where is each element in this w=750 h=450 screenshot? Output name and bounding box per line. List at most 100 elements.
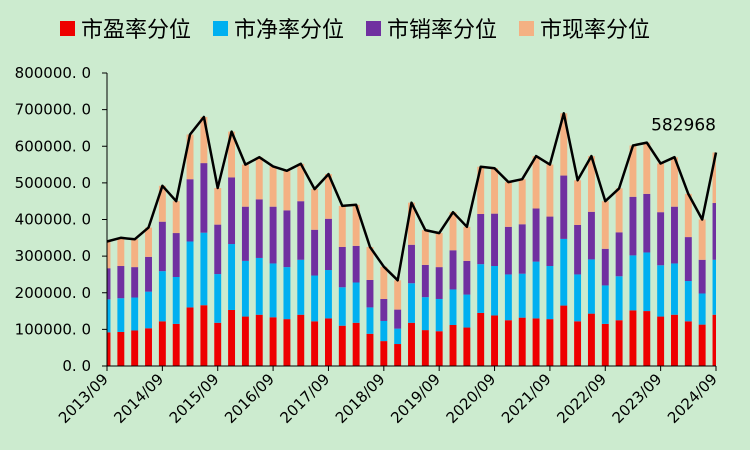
bar-segment-s0-25 — [449, 324, 457, 366]
bar-segment-s1-9 — [228, 244, 236, 310]
bar-segment-s0-33 — [560, 305, 568, 366]
bar-segment-s3-39 — [643, 142, 651, 194]
bar-segment-s3-18 — [352, 204, 360, 246]
y-tick-label-0: 0. 0 — [62, 357, 91, 375]
bar-segment-s1-38 — [629, 255, 637, 311]
x-tick-label-2: 2015/09 — [166, 370, 223, 427]
bar-segment-s2-10 — [241, 206, 249, 261]
total-line — [106, 112, 718, 282]
bar-segment-s2-36 — [601, 248, 609, 286]
bar-segment-s2-2 — [131, 267, 139, 298]
bar-segment-s3-3 — [145, 227, 152, 257]
bar-segment-s0-3 — [145, 328, 152, 366]
bar-segment-s2-18 — [352, 245, 360, 283]
x-tick-label-3: 2016/09 — [221, 370, 278, 427]
bar-segment-s1-7 — [200, 232, 208, 306]
legend-label-ps: 市销率分位 — [387, 18, 498, 43]
last-value-annotation: 582968 — [651, 115, 716, 135]
bar-segment-s1-10 — [241, 260, 249, 317]
bar-segment-s1-4 — [158, 271, 166, 322]
legend-label-pe: 市盈率分位 — [81, 18, 192, 43]
bar-segment-s1-29 — [504, 274, 512, 321]
bar-segment-s1-28 — [491, 266, 499, 316]
legend-item-pe: 市盈率分位 — [60, 12, 191, 44]
bar-segment-s1-27 — [477, 264, 485, 313]
bar-segment-s3-26 — [463, 226, 471, 261]
bar-segment-s3-33 — [560, 113, 568, 176]
bar-segment-s2-35 — [587, 211, 595, 260]
bar-segment-s2-24 — [435, 267, 443, 299]
bar-segment-s1-17 — [338, 287, 346, 326]
bar-segment-s2-32 — [546, 216, 554, 267]
bar-segment-s1-19 — [366, 307, 374, 334]
bar-segment-s0-32 — [546, 319, 554, 366]
x-tick-label-7: 2020/09 — [443, 370, 500, 427]
bar-segment-s2-42 — [684, 237, 692, 282]
bar-segment-s0-5 — [172, 323, 180, 366]
bar-segment-s1-3 — [145, 291, 152, 329]
x-tick-label-9: 2022/09 — [553, 370, 610, 427]
bar-segment-s2-39 — [643, 193, 651, 253]
bar-segment-s1-33 — [560, 238, 568, 306]
bar-segment-s1-34 — [574, 274, 582, 322]
bar-segment-s3-40 — [657, 163, 665, 213]
bar-segment-s3-14 — [297, 163, 305, 202]
bar-segment-s2-13 — [283, 210, 291, 268]
bar-segment-s3-9 — [228, 131, 236, 178]
bar-segment-s1-18 — [352, 282, 360, 323]
bar-segment-s3-38 — [629, 145, 637, 197]
bar-segment-s1-37 — [615, 276, 623, 321]
bar-segment-s2-33 — [560, 175, 568, 239]
bar-segment-s0-27 — [477, 312, 485, 366]
bar-segment-s0-26 — [463, 327, 471, 366]
bar-segment-s2-4 — [158, 221, 166, 272]
bar-segment-s0-24 — [435, 331, 443, 366]
bar-segment-s0-34 — [574, 321, 582, 366]
y-tick-label-8: 800000. 0 — [15, 64, 91, 82]
legend-item-pb: 市净率分位 — [213, 12, 344, 44]
bar-segment-s0-42 — [684, 321, 692, 366]
bar-segment-s1-5 — [172, 277, 180, 324]
bar-segment-s2-37 — [615, 232, 623, 277]
bar-segment-s3-43 — [698, 219, 706, 260]
bar-segment-s1-31 — [532, 261, 540, 319]
bar-segment-s0-16 — [324, 318, 332, 366]
bar-segment-s3-41 — [671, 157, 678, 207]
bar-segment-s2-29 — [504, 226, 512, 275]
bar-segment-s0-43 — [698, 324, 706, 366]
bar-segment-s0-20 — [380, 341, 388, 366]
bar-segment-s0-30 — [518, 317, 526, 366]
bar-segment-s0-39 — [643, 311, 651, 366]
x-tick-label-4: 2017/09 — [276, 370, 333, 427]
bar-segment-s2-11 — [255, 199, 263, 258]
bar-segment-s0-13 — [283, 319, 291, 366]
bar-segment-s2-41 — [671, 206, 678, 264]
x-tick-label-5: 2018/09 — [332, 370, 389, 427]
bar-segment-s1-13 — [283, 267, 291, 320]
legend-swatch-pcf — [519, 20, 535, 36]
bar-segment-s0-37 — [615, 320, 623, 366]
bar-segment-s2-20 — [380, 298, 388, 321]
bar-segment-s1-6 — [186, 241, 194, 308]
bar-segment-s2-6 — [186, 179, 194, 242]
bar-segment-s0-44 — [712, 314, 716, 366]
bar-segment-s2-40 — [657, 212, 665, 266]
x-tick-label-0: 2013/09 — [55, 370, 112, 427]
x-tick-label-1: 2014/09 — [110, 370, 167, 427]
bar-segment-s1-11 — [255, 257, 263, 315]
bar-segment-s0-1 — [117, 331, 125, 366]
y-tick-label-6: 600000. 0 — [15, 137, 91, 155]
bar-segment-s0-40 — [657, 316, 665, 366]
bar-segment-s3-35 — [587, 156, 595, 212]
y-tick-label-7: 700000. 0 — [15, 101, 91, 119]
bar-segment-s3-5 — [172, 201, 180, 234]
bar-segment-s2-44 — [712, 203, 716, 260]
bar-segment-s1-32 — [546, 266, 554, 320]
bar-segment-s1-35 — [587, 259, 595, 314]
bar-segment-s1-41 — [671, 263, 678, 315]
bar-segment-s2-0 — [107, 268, 111, 300]
bar-segment-s3-24 — [435, 233, 443, 268]
bar-segment-s3-6 — [186, 134, 194, 180]
bar-segment-s2-17 — [338, 246, 346, 288]
